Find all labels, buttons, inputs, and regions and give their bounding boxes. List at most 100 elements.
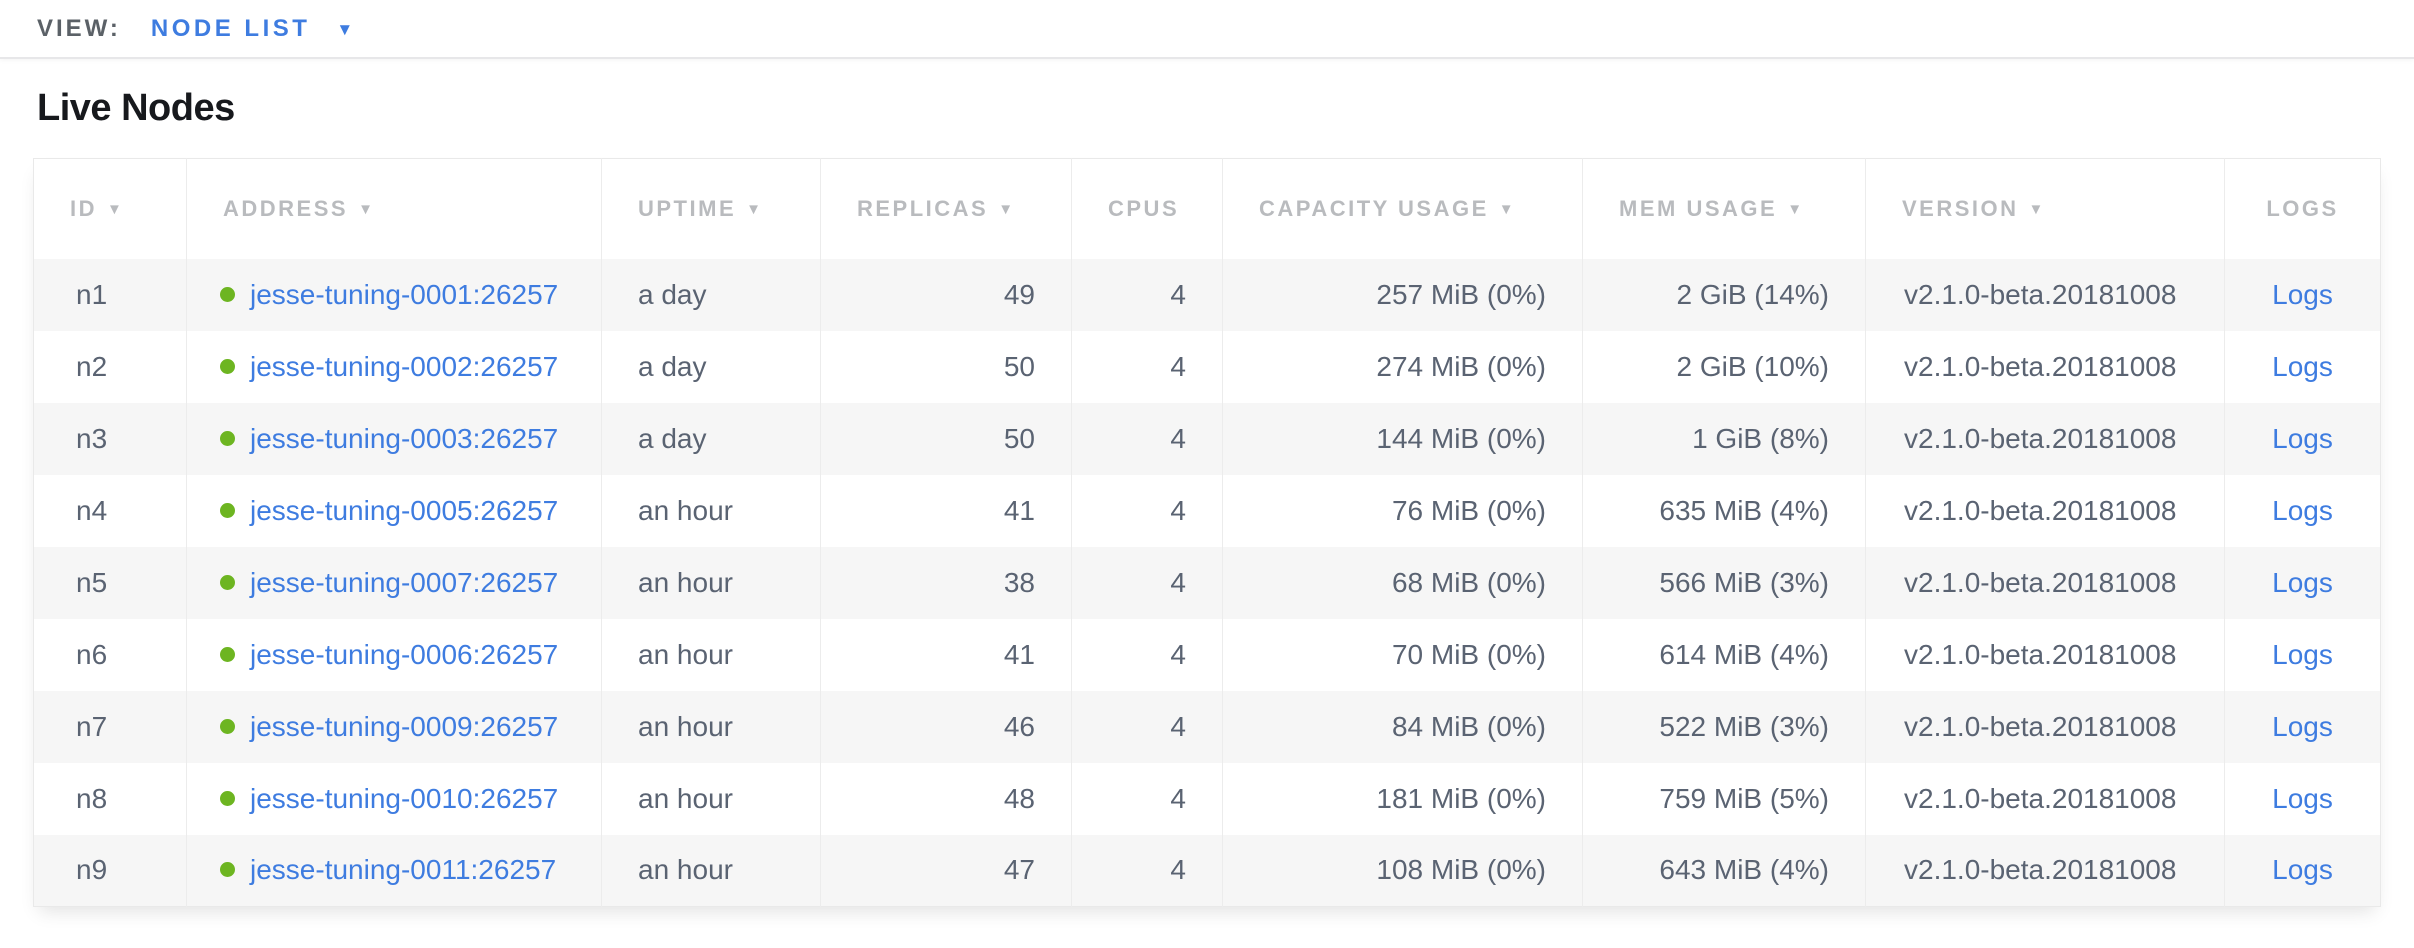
node-address-link[interactable]: jesse-tuning-0010:26257	[250, 783, 558, 814]
cell-address: jesse-tuning-0002:26257	[187, 331, 602, 403]
column-label-address: ADDRESS	[223, 196, 348, 221]
cell-id: n8	[34, 763, 187, 835]
sort-desc-icon: ▼	[746, 201, 763, 218]
column-label-cpus: CPUS	[1108, 196, 1179, 221]
node-address-link[interactable]: jesse-tuning-0003:26257	[250, 423, 558, 454]
cell-uptime: an hour	[602, 619, 821, 691]
cell-mem: 635 MiB (4%)	[1583, 475, 1866, 547]
cell-version: v2.1.0-beta.20181008	[1866, 547, 2225, 619]
node-health-dot	[220, 791, 235, 806]
cell-cpus: 4	[1072, 475, 1223, 547]
node-address-link[interactable]: jesse-tuning-0005:26257	[250, 495, 558, 526]
cell-mem: 2 GiB (14%)	[1583, 259, 1866, 331]
cell-logs: Logs	[2225, 763, 2381, 835]
node-address-link[interactable]: jesse-tuning-0006:26257	[250, 639, 558, 670]
cell-logs: Logs	[2225, 331, 2381, 403]
cell-id: n4	[34, 475, 187, 547]
node-health-dot	[220, 503, 235, 518]
column-header-mem[interactable]: MEM USAGE▼	[1583, 159, 1866, 259]
cell-version: v2.1.0-beta.20181008	[1866, 763, 2225, 835]
cell-id: n6	[34, 619, 187, 691]
cell-version: v2.1.0-beta.20181008	[1866, 691, 2225, 763]
column-header-address[interactable]: ADDRESS▼	[187, 159, 602, 259]
cell-version: v2.1.0-beta.20181008	[1866, 835, 2225, 907]
sort-desc-icon: ▼	[1787, 201, 1804, 218]
node-logs-link[interactable]: Logs	[2272, 351, 2333, 382]
node-logs-link[interactable]: Logs	[2272, 639, 2333, 670]
node-address-link[interactable]: jesse-tuning-0007:26257	[250, 567, 558, 598]
cell-id: n1	[34, 259, 187, 331]
cell-id: n3	[34, 403, 187, 475]
cell-mem: 759 MiB (5%)	[1583, 763, 1866, 835]
column-header-logs: LOGS	[2225, 159, 2381, 259]
column-header-id[interactable]: ID▼	[34, 159, 187, 259]
cell-address: jesse-tuning-0011:26257	[187, 835, 602, 907]
cell-cpus: 4	[1072, 259, 1223, 331]
node-row-n8: n8jesse-tuning-0010:26257an hour484181 M…	[34, 763, 2381, 835]
cell-logs: Logs	[2225, 403, 2381, 475]
node-row-n5: n5jesse-tuning-0007:26257an hour38468 Mi…	[34, 547, 2381, 619]
cell-logs: Logs	[2225, 475, 2381, 547]
cell-version: v2.1.0-beta.20181008	[1866, 331, 2225, 403]
table-body: n1jesse-tuning-0001:26257a day494257 MiB…	[34, 259, 2381, 907]
node-logs-link[interactable]: Logs	[2272, 495, 2333, 526]
column-label-replicas: REPLICAS	[857, 196, 988, 221]
node-row-n2: n2jesse-tuning-0002:26257a day504274 MiB…	[34, 331, 2381, 403]
node-logs-link[interactable]: Logs	[2272, 783, 2333, 814]
column-label-version: VERSION	[1902, 196, 2019, 221]
live-nodes-section: Live Nodes ID▼ADDRESS▼UPTIME▼REPLICAS▼CP…	[0, 59, 2414, 907]
cell-capacity: 257 MiB (0%)	[1223, 259, 1583, 331]
cell-version: v2.1.0-beta.20181008	[1866, 403, 2225, 475]
column-header-replicas[interactable]: REPLICAS▼	[821, 159, 1072, 259]
node-row-n4: n4jesse-tuning-0005:26257an hour41476 Mi…	[34, 475, 2381, 547]
view-select-dropdown[interactable]: NODE LIST ▼	[151, 15, 357, 43]
cell-mem: 2 GiB (10%)	[1583, 331, 1866, 403]
column-label-capacity: CAPACITY USAGE	[1259, 196, 1489, 221]
table-header-row: ID▼ADDRESS▼UPTIME▼REPLICAS▼CPUSCAPACITY …	[34, 159, 2381, 259]
cell-capacity: 70 MiB (0%)	[1223, 619, 1583, 691]
cell-uptime: an hour	[602, 547, 821, 619]
cell-uptime: an hour	[602, 763, 821, 835]
cell-uptime: a day	[602, 403, 821, 475]
column-header-uptime[interactable]: UPTIME▼	[602, 159, 821, 259]
sort-desc-icon: ▼	[2029, 201, 2046, 218]
cell-replicas: 46	[821, 691, 1072, 763]
node-address-link[interactable]: jesse-tuning-0002:26257	[250, 351, 558, 382]
node-health-dot	[220, 359, 235, 374]
cell-logs: Logs	[2225, 619, 2381, 691]
node-logs-link[interactable]: Logs	[2272, 279, 2333, 310]
cell-cpus: 4	[1072, 403, 1223, 475]
column-header-capacity[interactable]: CAPACITY USAGE▼	[1223, 159, 1583, 259]
node-logs-link[interactable]: Logs	[2272, 854, 2333, 885]
node-address-link[interactable]: jesse-tuning-0009:26257	[250, 711, 558, 742]
cell-capacity: 84 MiB (0%)	[1223, 691, 1583, 763]
node-health-dot	[220, 862, 235, 877]
node-logs-link[interactable]: Logs	[2272, 567, 2333, 598]
cell-version: v2.1.0-beta.20181008	[1866, 619, 2225, 691]
chevron-down-icon: ▼	[336, 21, 356, 38]
cell-mem: 566 MiB (3%)	[1583, 547, 1866, 619]
cell-capacity: 181 MiB (0%)	[1223, 763, 1583, 835]
cell-replicas: 50	[821, 403, 1072, 475]
cell-address: jesse-tuning-0009:26257	[187, 691, 602, 763]
cell-uptime: an hour	[602, 691, 821, 763]
cell-mem: 1 GiB (8%)	[1583, 403, 1866, 475]
cell-uptime: a day	[602, 259, 821, 331]
view-selector-bar: VIEW: NODE LIST ▼	[0, 0, 2414, 59]
node-row-n7: n7jesse-tuning-0009:26257an hour46484 Mi…	[34, 691, 2381, 763]
column-header-version[interactable]: VERSION ▼	[1866, 159, 2225, 259]
node-address-link[interactable]: jesse-tuning-0011:26257	[250, 854, 556, 885]
cell-replicas: 50	[821, 331, 1072, 403]
table-head: ID▼ADDRESS▼UPTIME▼REPLICAS▼CPUSCAPACITY …	[34, 159, 2381, 259]
cell-logs: Logs	[2225, 259, 2381, 331]
node-logs-link[interactable]: Logs	[2272, 711, 2333, 742]
cell-cpus: 4	[1072, 331, 1223, 403]
node-address-link[interactable]: jesse-tuning-0001:26257	[250, 279, 558, 310]
cell-mem: 614 MiB (4%)	[1583, 619, 1866, 691]
cell-address: jesse-tuning-0003:26257	[187, 403, 602, 475]
node-logs-link[interactable]: Logs	[2272, 423, 2333, 454]
node-health-dot	[220, 287, 235, 302]
cell-cpus: 4	[1072, 691, 1223, 763]
view-label: VIEW:	[37, 15, 121, 43]
cell-id: n2	[34, 331, 187, 403]
